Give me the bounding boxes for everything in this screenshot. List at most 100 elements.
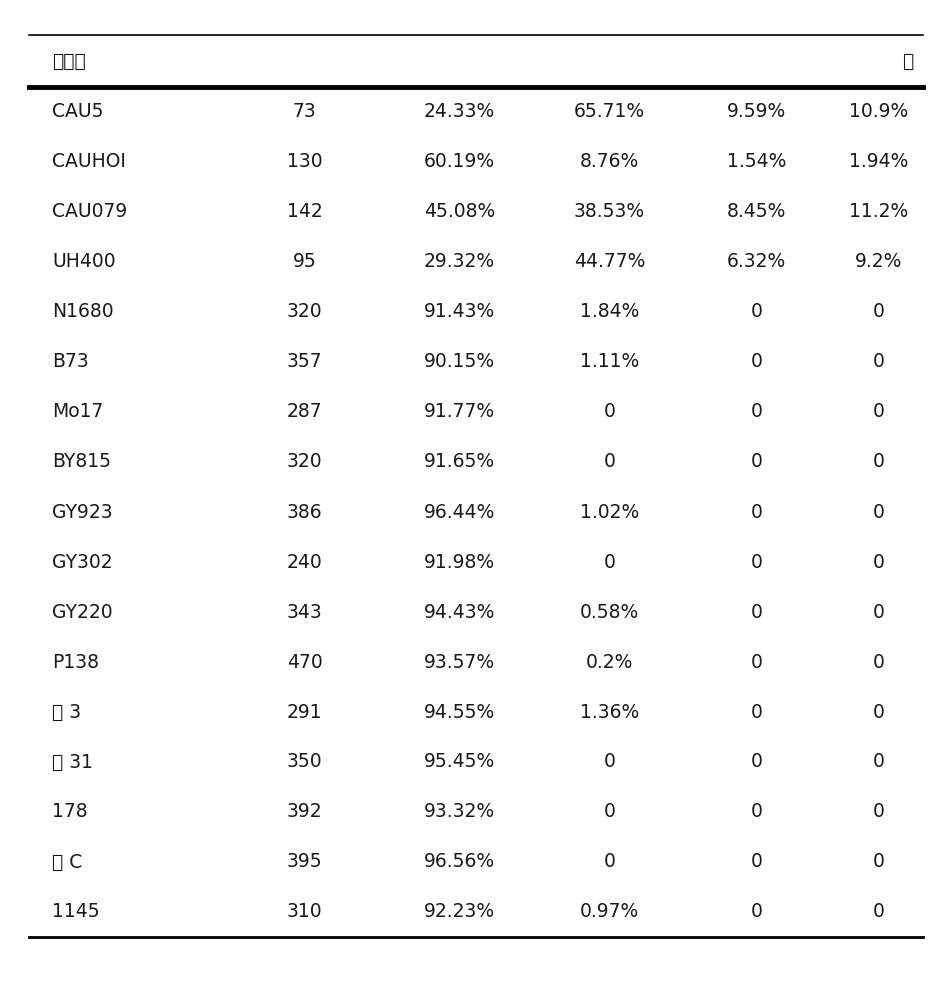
Text: 0: 0 [872, 402, 884, 421]
Text: 综 3: 综 3 [52, 702, 82, 721]
Text: CAUHOI: CAUHOI [52, 152, 127, 171]
Text: 29.32%: 29.32% [424, 252, 495, 271]
Text: 392: 392 [287, 802, 323, 821]
Text: Mo17: Mo17 [52, 402, 104, 421]
Text: 24.33%: 24.33% [424, 102, 495, 121]
Text: 96.56%: 96.56% [424, 852, 495, 871]
Text: 142: 142 [287, 202, 323, 221]
Text: P138: P138 [52, 652, 99, 672]
Text: 60.19%: 60.19% [424, 152, 495, 171]
Text: 0: 0 [751, 902, 763, 921]
Text: 95.45%: 95.45% [424, 752, 495, 771]
Text: 0: 0 [872, 302, 884, 321]
Text: 1.11%: 1.11% [580, 352, 639, 371]
Text: CAU079: CAU079 [52, 202, 128, 221]
Text: 0: 0 [604, 452, 615, 471]
Text: 0: 0 [751, 602, 763, 621]
Text: 470: 470 [287, 652, 323, 672]
Text: 0: 0 [751, 452, 763, 471]
Text: 0.58%: 0.58% [580, 602, 639, 621]
Text: 0: 0 [751, 802, 763, 821]
Text: 310: 310 [287, 902, 323, 921]
Text: GY302: GY302 [52, 552, 113, 571]
Text: 6.32%: 6.32% [727, 252, 786, 271]
Text: 0: 0 [604, 852, 615, 871]
Text: 320: 320 [287, 452, 323, 471]
Text: 96.44%: 96.44% [424, 502, 495, 521]
Text: 91.77%: 91.77% [424, 402, 495, 421]
Text: B73: B73 [52, 352, 89, 371]
Text: 0: 0 [751, 852, 763, 871]
Text: 0: 0 [872, 502, 884, 521]
Text: 0: 0 [872, 452, 884, 471]
Text: 1.84%: 1.84% [580, 302, 639, 321]
Text: 0: 0 [751, 352, 763, 371]
Text: 8.76%: 8.76% [580, 152, 639, 171]
Text: 0: 0 [872, 352, 884, 371]
Text: 1.54%: 1.54% [727, 152, 786, 171]
Text: 91.98%: 91.98% [424, 552, 495, 571]
Text: 1.02%: 1.02% [580, 502, 639, 521]
Text: 343: 343 [287, 602, 323, 621]
Text: UH400: UH400 [52, 252, 116, 271]
Text: 91.43%: 91.43% [424, 302, 495, 321]
Text: 0: 0 [872, 602, 884, 621]
Text: 黄 C: 黄 C [52, 852, 83, 871]
Text: 291: 291 [287, 702, 323, 721]
Text: 240: 240 [287, 552, 323, 571]
Text: 90.15%: 90.15% [424, 352, 495, 371]
Text: 0: 0 [751, 702, 763, 721]
Text: 130: 130 [287, 152, 323, 171]
Text: 350: 350 [287, 752, 323, 771]
Text: 0: 0 [604, 552, 615, 571]
Text: 320: 320 [287, 302, 323, 321]
Text: 9.59%: 9.59% [727, 102, 786, 121]
Text: CAU5: CAU5 [52, 102, 104, 121]
Text: 8.45%: 8.45% [727, 202, 786, 221]
Text: 1.94%: 1.94% [848, 152, 908, 171]
Text: 44.77%: 44.77% [574, 252, 645, 271]
Text: 0.97%: 0.97% [580, 902, 639, 921]
Text: GY220: GY220 [52, 602, 113, 621]
Text: 0: 0 [751, 652, 763, 672]
Text: 357: 357 [287, 352, 323, 371]
Text: 0: 0 [604, 402, 615, 421]
Text: 0: 0 [872, 752, 884, 771]
Text: 93.57%: 93.57% [424, 652, 495, 672]
Text: BY815: BY815 [52, 452, 111, 471]
Text: 率: 率 [902, 51, 913, 70]
Text: 0: 0 [751, 502, 763, 521]
Text: 287: 287 [287, 402, 323, 421]
Text: N1680: N1680 [52, 302, 114, 321]
Text: 94.43%: 94.43% [424, 602, 495, 621]
Text: 178: 178 [52, 802, 88, 821]
Text: 1.36%: 1.36% [580, 702, 639, 721]
Text: 92.23%: 92.23% [424, 902, 495, 921]
Text: 0.2%: 0.2% [585, 652, 633, 672]
Text: 38.53%: 38.53% [574, 202, 645, 221]
Text: 91.65%: 91.65% [424, 452, 495, 471]
Text: 自交系: 自交系 [52, 51, 86, 70]
Text: 0: 0 [604, 752, 615, 771]
Text: 65.71%: 65.71% [574, 102, 645, 121]
Text: 0: 0 [872, 802, 884, 821]
Text: 0: 0 [751, 402, 763, 421]
Text: 95: 95 [293, 252, 316, 271]
Text: 73: 73 [293, 102, 316, 121]
Text: 0: 0 [751, 302, 763, 321]
Text: 9.2%: 9.2% [855, 252, 902, 271]
Text: 94.55%: 94.55% [424, 702, 495, 721]
Text: GY923: GY923 [52, 502, 113, 521]
Text: 0: 0 [872, 702, 884, 721]
Text: 45.08%: 45.08% [424, 202, 495, 221]
Text: 0: 0 [751, 552, 763, 571]
Text: 0: 0 [872, 652, 884, 672]
Text: 0: 0 [872, 852, 884, 871]
Text: 1145: 1145 [52, 902, 100, 921]
Text: 10.9%: 10.9% [848, 102, 908, 121]
Text: 0: 0 [872, 552, 884, 571]
Text: 11.2%: 11.2% [848, 202, 908, 221]
Text: 综 31: 综 31 [52, 752, 93, 771]
Text: 395: 395 [287, 852, 323, 871]
Text: 0: 0 [751, 752, 763, 771]
